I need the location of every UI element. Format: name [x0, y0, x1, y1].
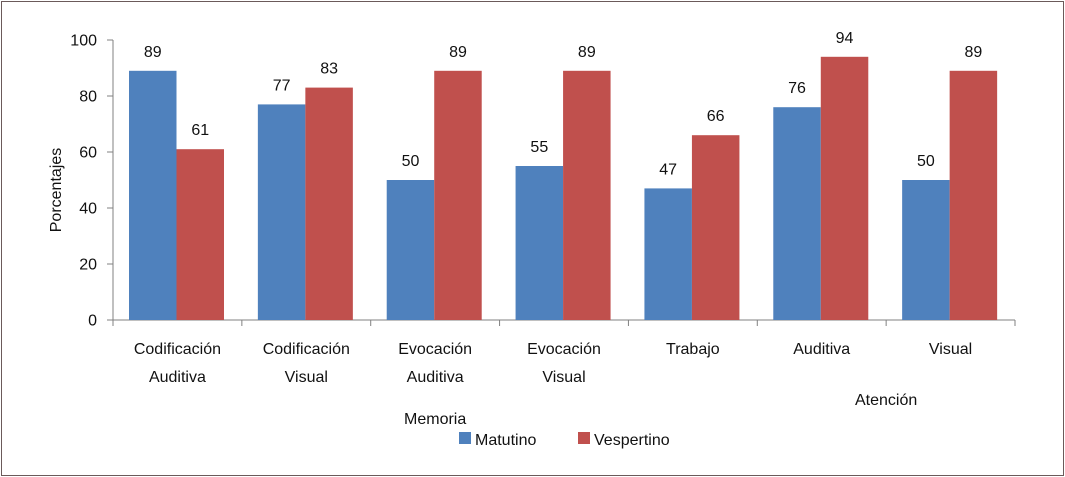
category-label: Visual: [285, 369, 328, 386]
data-label: 94: [836, 30, 854, 47]
data-labels: 89 77 50 55 47 76 50 61 83 89 89 66 94 89: [144, 30, 983, 179]
tick-labels: 0 20 40 60 80 100: [70, 33, 97, 330]
bar-vespertino: [563, 70, 611, 320]
category-label: Visual: [929, 341, 972, 358]
data-label: 66: [707, 108, 725, 125]
legend-swatch-matutino: [459, 432, 471, 444]
y-tick-label: 20: [79, 257, 97, 274]
category-label: Evocación: [398, 341, 472, 358]
y-tick-label: 80: [79, 89, 97, 106]
data-label: 89: [449, 44, 467, 61]
y-tick-label: 60: [79, 145, 97, 162]
bar-matutino: [902, 180, 950, 320]
data-label: 83: [320, 61, 338, 78]
bar-vespertino: [820, 56, 869, 321]
category-label: Auditiva: [149, 369, 206, 386]
data-label: 89: [144, 44, 162, 61]
data-label: 61: [191, 122, 209, 139]
bar-matutino: [129, 70, 177, 320]
category-label: Evocación: [527, 341, 601, 358]
bar-vespertino: [949, 70, 998, 320]
legend-swatch-vespertino: [578, 432, 590, 444]
data-label: 89: [578, 44, 596, 61]
group-label: Memoria: [404, 411, 466, 428]
bar-vespertino: [434, 70, 482, 320]
bar-vespertino: [305, 87, 353, 320]
data-label: 50: [402, 153, 420, 170]
category-label: Auditiva: [407, 369, 464, 386]
y-tick-label: 100: [70, 33, 97, 50]
group-label: Atención: [855, 392, 917, 409]
bar-matutino: [515, 166, 564, 320]
group-labels: Memoria Atención: [404, 392, 917, 428]
category-label: Codificación: [263, 341, 350, 358]
bar-matutino: [644, 188, 692, 320]
legend: Matutino Vespertino: [459, 432, 670, 449]
category-label: Trabajo: [666, 341, 720, 358]
legend-label: Vespertino: [594, 432, 670, 449]
y-tick-label: 40: [79, 201, 97, 218]
data-label: 47: [659, 161, 677, 178]
data-label: 55: [530, 139, 548, 156]
category-label: Codificación: [134, 341, 221, 358]
bar-matutino: [386, 180, 435, 320]
category-label: Auditiva: [793, 341, 850, 358]
bar-vespertino: [176, 149, 224, 320]
y-axis-label: Porcentajes: [48, 148, 65, 233]
bar-matutino: [257, 104, 306, 321]
category-labels: Codificación Auditiva Codificación Visual Ev…: [134, 341, 972, 386]
y-tick-label: 0: [88, 313, 97, 330]
bars: [129, 56, 998, 321]
legend-label: Matutino: [475, 432, 536, 449]
data-label: 89: [964, 44, 982, 61]
data-label: 76: [788, 80, 806, 97]
bar-matutino: [773, 107, 821, 320]
data-label: 77: [273, 77, 291, 94]
bar-vespertino: [691, 135, 740, 320]
data-label: 50: [917, 153, 935, 170]
category-label: Visual: [542, 369, 585, 386]
